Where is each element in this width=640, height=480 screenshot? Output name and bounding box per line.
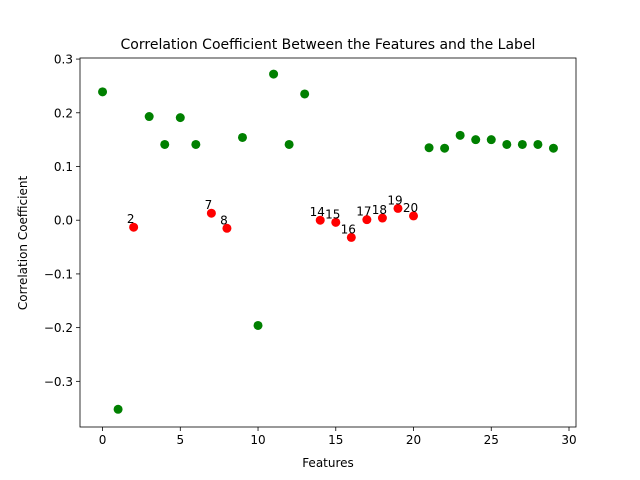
data-point-green	[113, 404, 123, 414]
data-point-red	[222, 223, 232, 233]
data-point-green	[455, 130, 465, 140]
point-annotation: 14	[310, 205, 325, 219]
x-tick-label: 25	[484, 433, 499, 447]
data-point-green	[424, 143, 434, 153]
point-annotation: 8	[220, 213, 228, 227]
y-tick-label: 0.2	[54, 106, 73, 120]
data-point-red	[331, 217, 341, 227]
data-point-green	[517, 139, 527, 149]
data-point-green	[502, 139, 512, 149]
point-annotation: 19	[387, 193, 402, 207]
data-point-red	[315, 215, 325, 225]
axes-frame	[79, 57, 577, 428]
x-tick-label: 10	[250, 433, 265, 447]
data-point-red	[129, 222, 139, 232]
y-axis-label: Correlation Coefficient	[16, 176, 30, 311]
point-annotation: 18	[372, 203, 387, 217]
y-tick-label: −0.1	[44, 267, 73, 281]
data-point-green	[471, 135, 481, 145]
x-tick-label: 20	[406, 433, 421, 447]
y-tick-label: 0.0	[54, 214, 73, 228]
data-point-green	[191, 139, 201, 149]
point-annotation: 20	[403, 201, 418, 215]
data-point-green	[98, 87, 108, 97]
data-point-green	[533, 139, 543, 149]
data-point-green	[237, 132, 247, 142]
data-point-green	[284, 139, 294, 149]
x-tick-label: 15	[328, 433, 343, 447]
point-annotation: 17	[356, 205, 371, 219]
point-annotation: 2	[127, 212, 135, 226]
data-point-green	[160, 139, 170, 149]
data-point-green	[175, 113, 185, 123]
point-annotation: 15	[325, 207, 340, 221]
point-annotation: 7	[205, 198, 213, 212]
data-point-green	[269, 69, 279, 79]
y-tick-label: −0.3	[44, 375, 73, 389]
y-tick-label: 0.3	[54, 53, 73, 67]
data-point-red	[377, 213, 387, 223]
data-point-red	[393, 203, 403, 213]
data-point-green	[300, 89, 310, 99]
x-axis-label: Features	[302, 456, 354, 470]
x-tick-label: 5	[176, 433, 184, 447]
x-tick-label: 0	[99, 433, 107, 447]
data-point-red	[206, 208, 216, 218]
data-point-green	[144, 112, 154, 122]
point-annotation: 16	[341, 222, 356, 236]
data-point-green	[486, 135, 496, 145]
data-point-red	[409, 211, 419, 221]
y-tick-label: −0.2	[44, 321, 73, 335]
data-point-green	[440, 143, 450, 153]
x-tick-label: 30	[561, 433, 576, 447]
y-tick-label: 0.1	[54, 160, 73, 174]
chart-title: Correlation Coefficient Between the Feat…	[121, 37, 536, 53]
data-point-red	[346, 232, 356, 242]
data-point-green	[253, 320, 263, 330]
plot-area: 0 5 10 15 20 25 30 −0.3 −0.2 −0.1 0.0 0.1 0.2 0.3 2 78 1…	[44, 53, 577, 447]
data-point-green	[548, 143, 558, 153]
data-point-red	[362, 215, 372, 225]
